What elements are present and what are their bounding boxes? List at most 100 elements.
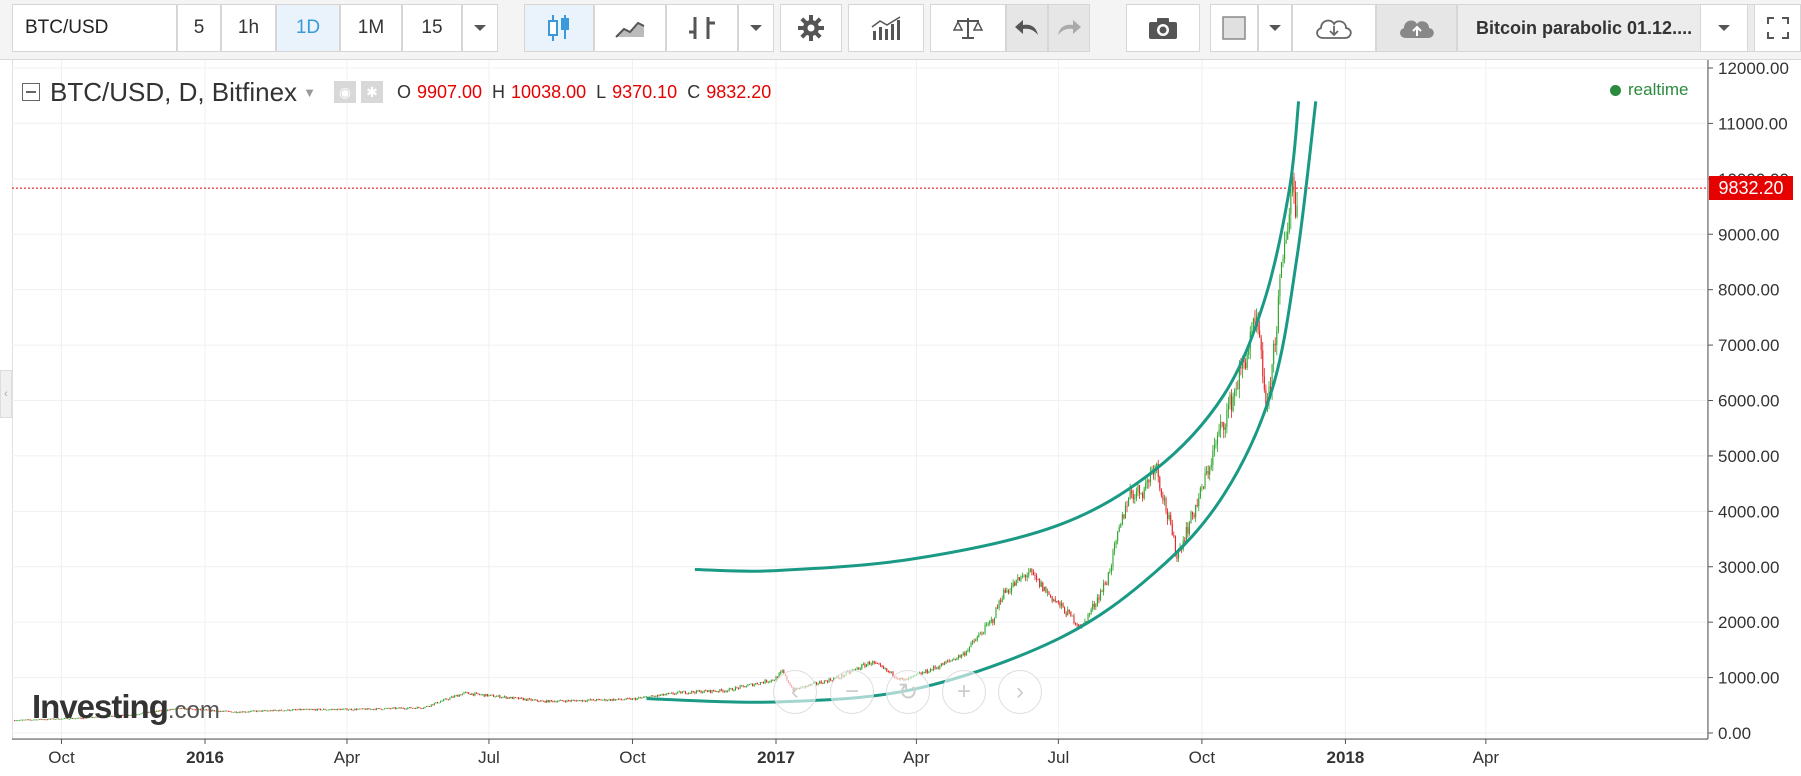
candle [489, 694, 492, 696]
candle [115, 715, 117, 717]
candle [948, 658, 950, 663]
candle-body [257, 710, 259, 712]
candle-body [652, 695, 654, 697]
caret-down-icon[interactable]: ▼ [303, 84, 316, 100]
candle [346, 707, 348, 711]
candle-body [109, 716, 111, 717]
save-layout-button[interactable] [1376, 4, 1457, 52]
settings-button[interactable] [780, 4, 842, 52]
candle [830, 677, 832, 681]
candle [859, 667, 861, 671]
candle-body [156, 710, 158, 712]
layout-dropdown-button[interactable] [1700, 4, 1748, 52]
candle [357, 708, 359, 710]
area-chart-button[interactable] [594, 4, 666, 52]
candle-body [642, 697, 644, 699]
candle [652, 695, 654, 697]
candle [405, 708, 407, 710]
candle [126, 714, 128, 716]
candle-body [823, 680, 825, 684]
interval-dropdown-button[interactable] [462, 4, 498, 52]
status-dot-icon [1610, 84, 1621, 96]
candle-body [1291, 176, 1293, 194]
candle-body [970, 642, 972, 647]
collapse-legend-icon[interactable] [22, 83, 40, 101]
candle-body [411, 707, 414, 709]
candle [582, 699, 584, 703]
candle [1206, 465, 1208, 476]
background-color-button[interactable] [1210, 4, 1258, 52]
candle-body [499, 695, 501, 698]
compare-button[interactable] [930, 4, 1006, 52]
candle-body [1048, 591, 1050, 595]
indicators-button[interactable] [848, 4, 924, 52]
candle-body [1280, 262, 1283, 278]
redo-button[interactable] [1048, 4, 1090, 52]
candle [758, 684, 760, 686]
candle-body [887, 670, 889, 672]
candle-body [269, 710, 272, 712]
interval-15-button[interactable]: 15 [402, 4, 462, 52]
reset-chart-button[interactable]: ↻ [886, 670, 930, 714]
candle [617, 698, 619, 701]
candle [516, 697, 518, 699]
time-axis[interactable]: Oct 2016 Apr Jul Oct 2017 Apr Jul Oct 2018 Apr [12, 738, 1708, 767]
candle [683, 690, 685, 693]
candle [79, 717, 81, 719]
lower-parabolic-arc[interactable] [646, 101, 1318, 704]
candlestick-chart-button[interactable] [524, 4, 594, 52]
eye-icon[interactable]: ◉ [333, 81, 356, 103]
load-layout-button[interactable] [1292, 4, 1376, 52]
zoom-in-button[interactable]: + [942, 670, 986, 714]
candle [1210, 458, 1212, 471]
candle-body [948, 660, 950, 662]
candle-body [51, 718, 53, 720]
candle [656, 694, 658, 698]
candle-body [825, 680, 827, 682]
scroll-left-button[interactable]: ‹ [773, 670, 817, 714]
candle-body [1110, 566, 1112, 572]
chart-type-dropdown-button[interactable] [738, 4, 774, 52]
candle-body [446, 698, 448, 700]
candle-body [48, 718, 50, 720]
candle-body [1224, 427, 1226, 430]
candle [355, 708, 357, 711]
candle [216, 710, 219, 712]
candle-body [884, 668, 886, 670]
candle-body [993, 618, 995, 623]
candle [681, 690, 683, 694]
candle [1120, 522, 1122, 528]
symbol-search-input[interactable]: BTC/USD [12, 4, 177, 52]
snapshot-button[interactable] [1126, 4, 1200, 52]
background-color-dropdown[interactable] [1258, 4, 1292, 52]
candle [185, 708, 187, 711]
candle [422, 707, 424, 709]
candle [1057, 599, 1059, 605]
candle-body [416, 707, 418, 709]
interval-5-button[interactable]: 5 [177, 4, 221, 52]
candle [54, 718, 56, 720]
price-axis[interactable]: 0.001000.002000.003000.004000.005000.006… [1707, 59, 1789, 743]
candle [152, 711, 155, 713]
drawing-annotations[interactable] [646, 101, 1318, 704]
zoom-out-button[interactable]: − [830, 670, 874, 714]
candle [413, 707, 415, 709]
bar-chart-button[interactable] [666, 4, 738, 52]
undo-button[interactable] [1006, 4, 1048, 52]
interval-1d-button[interactable]: 1D [276, 4, 340, 52]
candle [928, 670, 930, 674]
interval-1h-button[interactable]: 1h [221, 4, 276, 52]
left-panel-handle[interactable]: ‹ [0, 370, 12, 418]
scroll-right-button[interactable]: › [998, 670, 1042, 714]
gear-icon[interactable]: ✱ [360, 81, 383, 103]
upper-parabolic-arc[interactable] [694, 101, 1301, 573]
candle [1090, 607, 1092, 616]
candle-body [285, 710, 287, 712]
legend-title[interactable]: BTC/USD, D, Bitfinex [50, 76, 298, 107]
candle [621, 698, 623, 701]
interval-1m-button[interactable]: 1M [340, 4, 402, 52]
candle [241, 711, 243, 713]
candle-body [50, 718, 52, 720]
candle-body [1149, 471, 1151, 483]
